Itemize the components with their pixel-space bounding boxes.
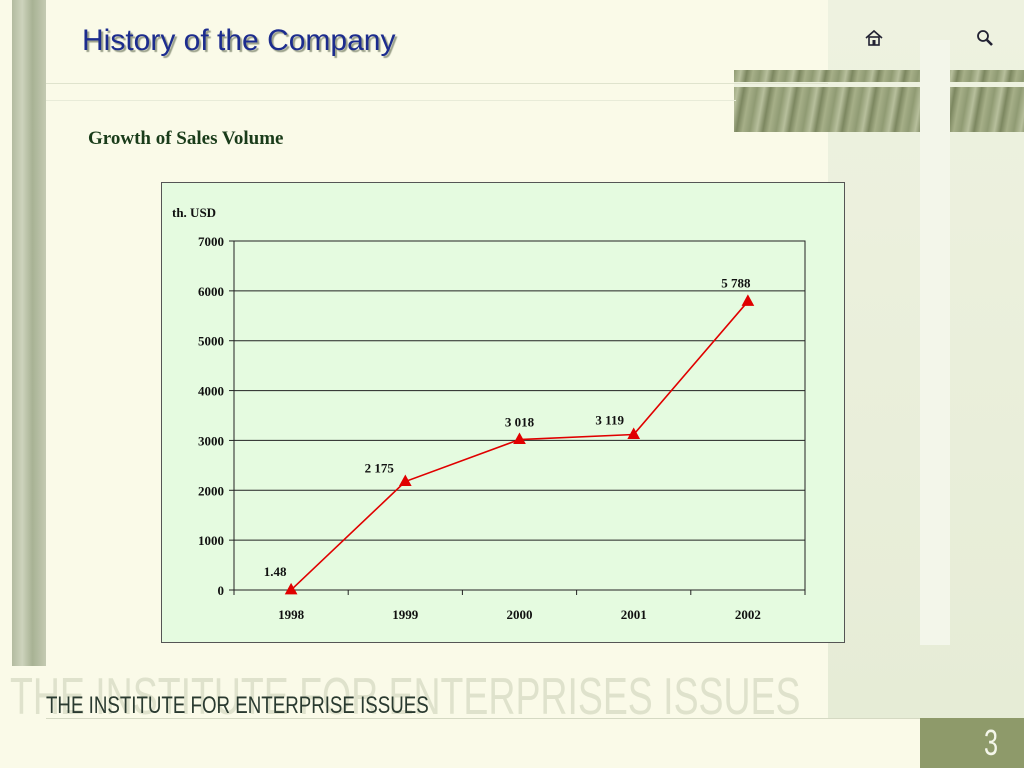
x-tick-label-2002: 2002 <box>735 607 761 622</box>
right-decorative-column <box>920 40 950 645</box>
data-point-2002 <box>741 294 755 306</box>
header-rule <box>46 83 828 84</box>
left-decorative-strip <box>12 0 46 666</box>
data-label-2001: 3 119 <box>595 412 624 427</box>
x-tick-label-2001: 2001 <box>621 607 647 622</box>
footer-rule <box>46 718 920 719</box>
x-tick-label-1998: 1998 <box>278 607 305 622</box>
y-tick-label-2000: 2000 <box>198 483 224 498</box>
data-point-2000 <box>513 432 526 445</box>
header-rule-secondary <box>46 100 736 101</box>
search-button[interactable] <box>975 28 995 48</box>
data-point-2001 <box>627 427 641 439</box>
slide-title: History of the Company <box>82 24 396 57</box>
y-tick-label-4000: 4000 <box>198 384 224 399</box>
page-number-box: 3 <box>920 718 1024 768</box>
data-point-1998 <box>284 582 298 595</box>
chart-container: 0 1000 2000 3000 4000 5000 6000 7000 1998 1999 200… <box>161 182 845 643</box>
data-label-2000: 3 018 <box>505 415 535 430</box>
marble-banner <box>734 70 1024 132</box>
footer-institute-name: THE INSTITUTE FOR ENTERPRISE ISSUES <box>46 692 429 719</box>
y-tick-label-0: 0 <box>218 583 225 598</box>
footer-watermark: THE INSTITUTE FOR ENTERPRISES ISSUES <box>10 668 801 726</box>
marble-column-gap <box>920 70 950 132</box>
x-tick-label-1999: 1999 <box>392 607 419 622</box>
y-tick-label-5000: 5000 <box>198 334 224 349</box>
data-label-1999: 2 175 <box>365 461 395 476</box>
data-label-2002: 5 788 <box>721 275 751 290</box>
y-tick-label-6000: 6000 <box>198 284 224 299</box>
plot-area <box>233 240 806 591</box>
sales-line-chart: 0 1000 2000 3000 4000 5000 6000 7000 1998 1999 200… <box>172 205 806 622</box>
y-axis-label: th. USD <box>172 205 216 220</box>
search-icon <box>977 30 993 46</box>
marble-gap <box>734 82 1024 87</box>
y-tick-label-3000: 3000 <box>198 433 224 448</box>
y-tick-label-1000: 1000 <box>198 533 224 548</box>
x-tick-label-2000: 2000 <box>507 607 533 622</box>
data-point-1999 <box>398 474 412 487</box>
page-number: 3 <box>983 722 998 763</box>
data-label-1998: 1.48 <box>264 564 287 579</box>
home-icon <box>865 29 883 46</box>
home-button[interactable] <box>864 28 884 48</box>
chart-subtitle: Growth of Sales Volume <box>88 128 284 149</box>
y-tick-label-7000: 7000 <box>198 234 224 249</box>
